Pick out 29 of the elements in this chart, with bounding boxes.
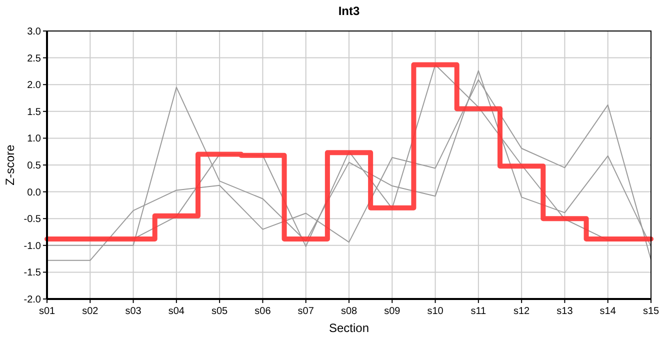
x-tick-label: s04 (168, 306, 185, 317)
x-tick-label: s11 (470, 306, 487, 317)
x-axis-title: Section (328, 321, 370, 335)
y-tick-label: -1.5 (24, 268, 42, 279)
x-tick-label: s14 (600, 306, 616, 317)
x-tick-label: s07 (298, 306, 314, 317)
x-tick-label: s05 (212, 306, 228, 317)
x-tick-label: s08 (340, 306, 358, 317)
x-tick-label: s02 (82, 306, 99, 317)
x-tick-label: s15 (642, 306, 660, 317)
y-tick-label: 1.5 (27, 106, 42, 118)
x-tick-label: s03 (125, 306, 142, 317)
x-tick-label: s12 (514, 306, 530, 317)
x-tick-label: s01 (38, 306, 56, 317)
y-tick-label: -0.5 (24, 214, 42, 226)
y-tick-label: 2.5 (27, 53, 42, 64)
y-tick-label: -1.0 (24, 240, 42, 252)
y-tick-label: 1.0 (27, 134, 42, 145)
y-tick-label: 0.5 (27, 160, 42, 172)
y-axis-title: Z-score (3, 144, 17, 186)
x-tick-label: s13 (556, 306, 574, 317)
y-tick-label: 2.0 (27, 80, 42, 92)
x-tick-label: s09 (384, 306, 401, 317)
x-tick-label: s06 (254, 306, 272, 317)
y-tick-label: 0.0 (27, 187, 42, 198)
y-tick-label: 3.0 (27, 26, 42, 38)
y-tick-label: -2.0 (24, 294, 42, 306)
chart-title: Int3 (338, 4, 360, 18)
x-tick-label: s10 (427, 306, 444, 317)
